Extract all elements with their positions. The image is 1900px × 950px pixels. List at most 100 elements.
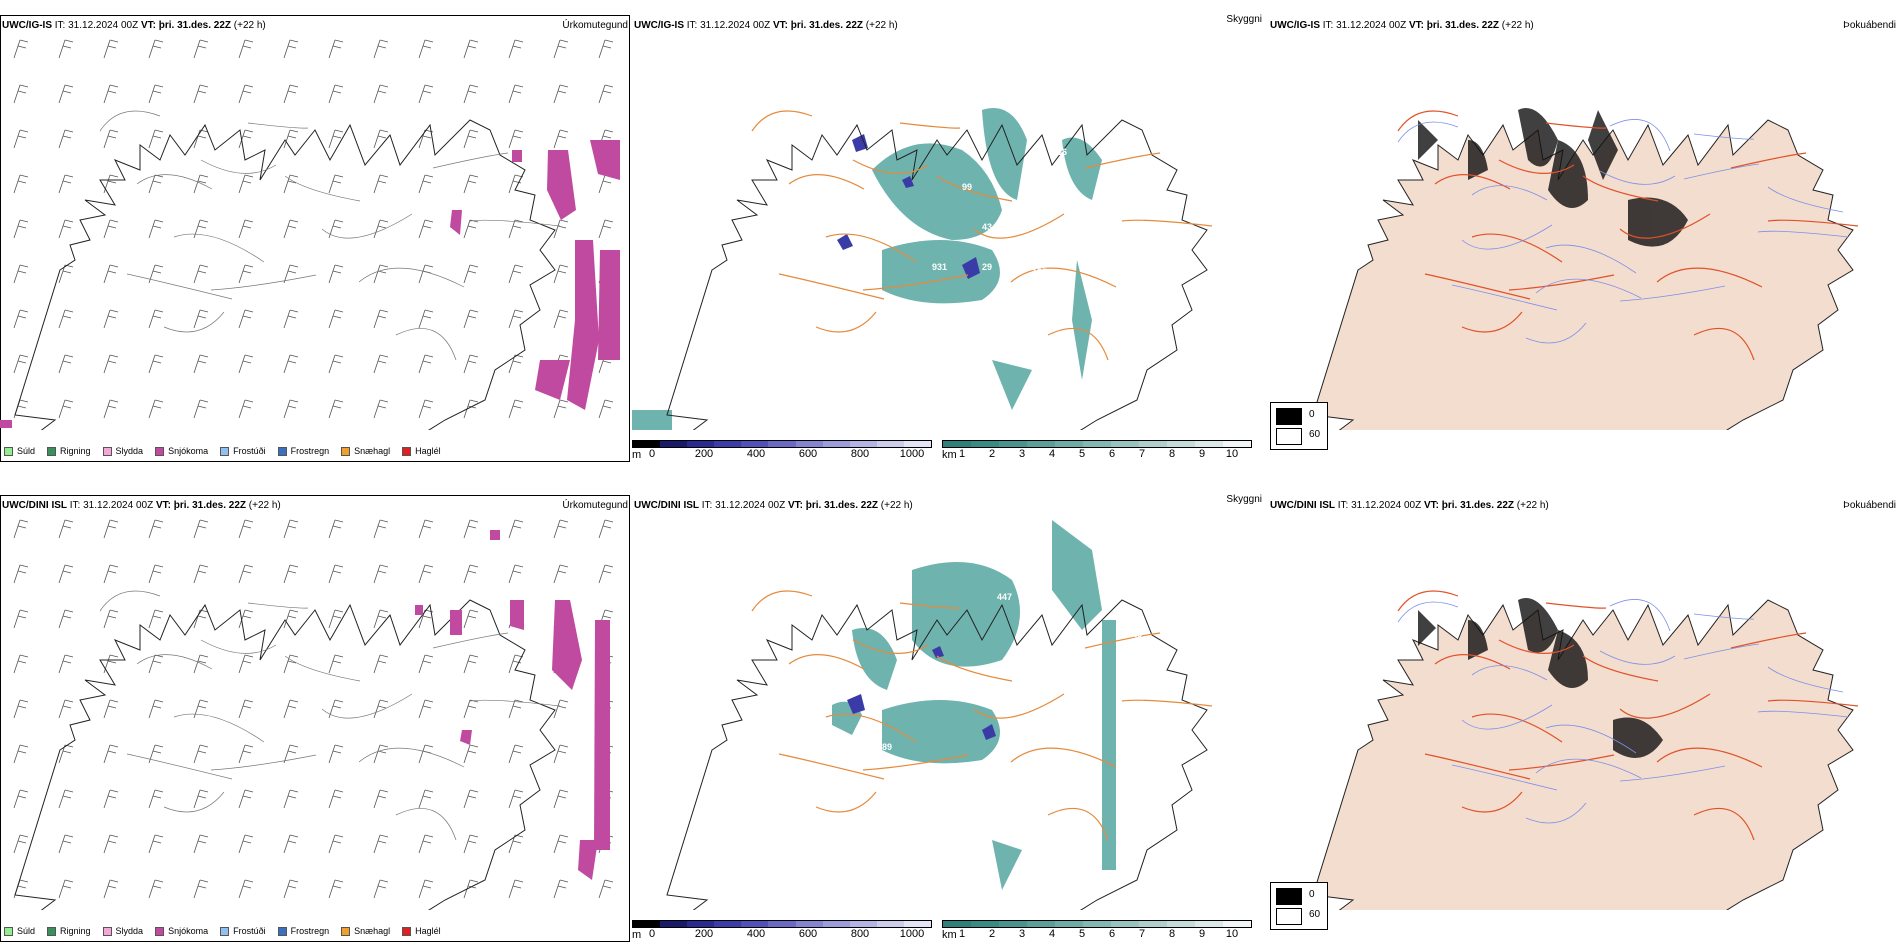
wind-barb — [58, 519, 74, 539]
wind-barb — [58, 354, 74, 374]
colorbar-cell — [999, 921, 1027, 927]
wind-barb — [103, 399, 119, 419]
route-segment — [1609, 119, 1671, 152]
wind-barb — [238, 654, 254, 674]
wind-barb — [508, 309, 524, 329]
route-segment — [1471, 233, 1563, 263]
wind-barb — [13, 354, 29, 374]
wind-barb — [508, 879, 524, 899]
route-segment — [1599, 650, 1676, 665]
vt-value: þri. 31.des. 22Z — [158, 20, 232, 31]
wind-barb — [283, 609, 299, 629]
route-segment — [200, 639, 277, 654]
panel-title: UWC/IG-IS IT: 31.12.2024 00Z VT: þri. 31… — [634, 20, 898, 31]
legend-item: Haglél — [402, 446, 441, 456]
vt-label: VT: — [1408, 20, 1424, 31]
legend-swatch — [102, 446, 112, 456]
vt-label: VT: — [772, 20, 788, 31]
fog-key-high-swatch — [1276, 408, 1302, 425]
route-segment — [200, 159, 277, 174]
wind-barb — [193, 789, 209, 809]
wind-barb — [103, 519, 119, 539]
wind-barb — [553, 564, 569, 584]
wind-barb — [508, 834, 524, 854]
colorbar-cell — [795, 921, 823, 927]
wind-barb — [193, 219, 209, 239]
wind-barb — [373, 219, 389, 239]
route-segment — [1619, 213, 1711, 239]
wind-barb — [148, 39, 164, 59]
colorbar-tick: 0 — [648, 448, 656, 460]
colorbar-cell — [971, 441, 999, 447]
colorbar-cell — [1027, 921, 1055, 927]
colorbar-cell — [768, 921, 796, 927]
route-segment — [1010, 747, 1117, 768]
fog-key-low-label: 60 — [1309, 909, 1321, 920]
colorbar-cell — [714, 921, 742, 927]
wind-barb — [508, 564, 524, 584]
colorbar-cell — [741, 441, 769, 447]
ceiling-value-label: 22 — [882, 232, 892, 242]
legend-item: Súld — [4, 446, 35, 456]
route-segment — [936, 175, 1013, 202]
route-segment — [1599, 170, 1676, 185]
route-segment — [395, 808, 457, 841]
wind-barb — [553, 519, 569, 539]
wind-barb — [13, 519, 29, 539]
road-network — [1397, 590, 1859, 841]
route-segment — [852, 639, 929, 654]
route-segment — [1084, 152, 1161, 169]
wind-barb — [598, 399, 614, 419]
route-segment — [1525, 802, 1587, 824]
route-segment — [1693, 327, 1755, 361]
route-segment — [1461, 704, 1553, 730]
wind-barb — [283, 879, 299, 899]
route-segment — [163, 311, 225, 333]
route-segment — [862, 274, 969, 291]
legend-swatch — [155, 926, 165, 936]
route-segment — [1767, 666, 1844, 693]
colorbar-ticks: 0 200 400 600 800 1000 — [632, 448, 932, 460]
route-segment — [1461, 311, 1523, 333]
route-segment — [1010, 267, 1117, 288]
wind-barb — [553, 789, 569, 809]
colorbar-tick: 200 — [694, 928, 714, 940]
colorbar-tick: 0 — [648, 928, 656, 940]
route-segment — [1582, 655, 1659, 682]
wind-barb — [148, 564, 164, 584]
it-label: IT: — [701, 500, 713, 511]
wind-barb — [283, 564, 299, 584]
legend-item: Frostúði — [220, 446, 266, 456]
wind-barb — [373, 699, 389, 719]
legend-label: Snjókoma — [168, 446, 209, 456]
legend-item: Rigning — [47, 446, 91, 456]
wind-barb — [328, 564, 344, 584]
route-segment — [1656, 747, 1763, 768]
wind-barb — [418, 174, 434, 194]
precip-legend: Súld Rigning Slydda Snjókoma Frostúði Frostre… — [4, 446, 441, 456]
legend-item: Snjókoma — [155, 446, 208, 456]
colorbar-cell — [943, 921, 971, 927]
colorbar-tick: 6 — [1108, 448, 1116, 460]
parameter-title: Úrkomutegund — [562, 500, 628, 511]
wind-barb — [553, 39, 569, 59]
colorbar-cells — [942, 440, 1252, 448]
route-segment — [99, 110, 161, 132]
route-segment — [1545, 724, 1637, 754]
iceland-outline — [666, 119, 1208, 430]
lead-time: (+22 h) — [248, 500, 281, 511]
colorbar-tick: 9 — [1198, 448, 1206, 460]
colorbar-cell — [1111, 441, 1139, 447]
legend-item: Frostregn — [277, 926, 329, 936]
legend-swatch — [402, 926, 412, 936]
ceiling-colorbar: 0 200 400 600 800 1000 m — [632, 920, 932, 942]
wind-barb — [373, 39, 389, 59]
wind-barb — [328, 129, 344, 149]
fog-key-high-swatch — [1276, 888, 1302, 905]
wind-barb — [553, 399, 569, 419]
route-segment — [815, 311, 877, 333]
vt-value: þri. 31.des. 22Z — [1426, 20, 1500, 31]
iceland-land — [1312, 119, 1854, 430]
wind-barb — [148, 174, 164, 194]
wind-barb — [598, 879, 614, 899]
